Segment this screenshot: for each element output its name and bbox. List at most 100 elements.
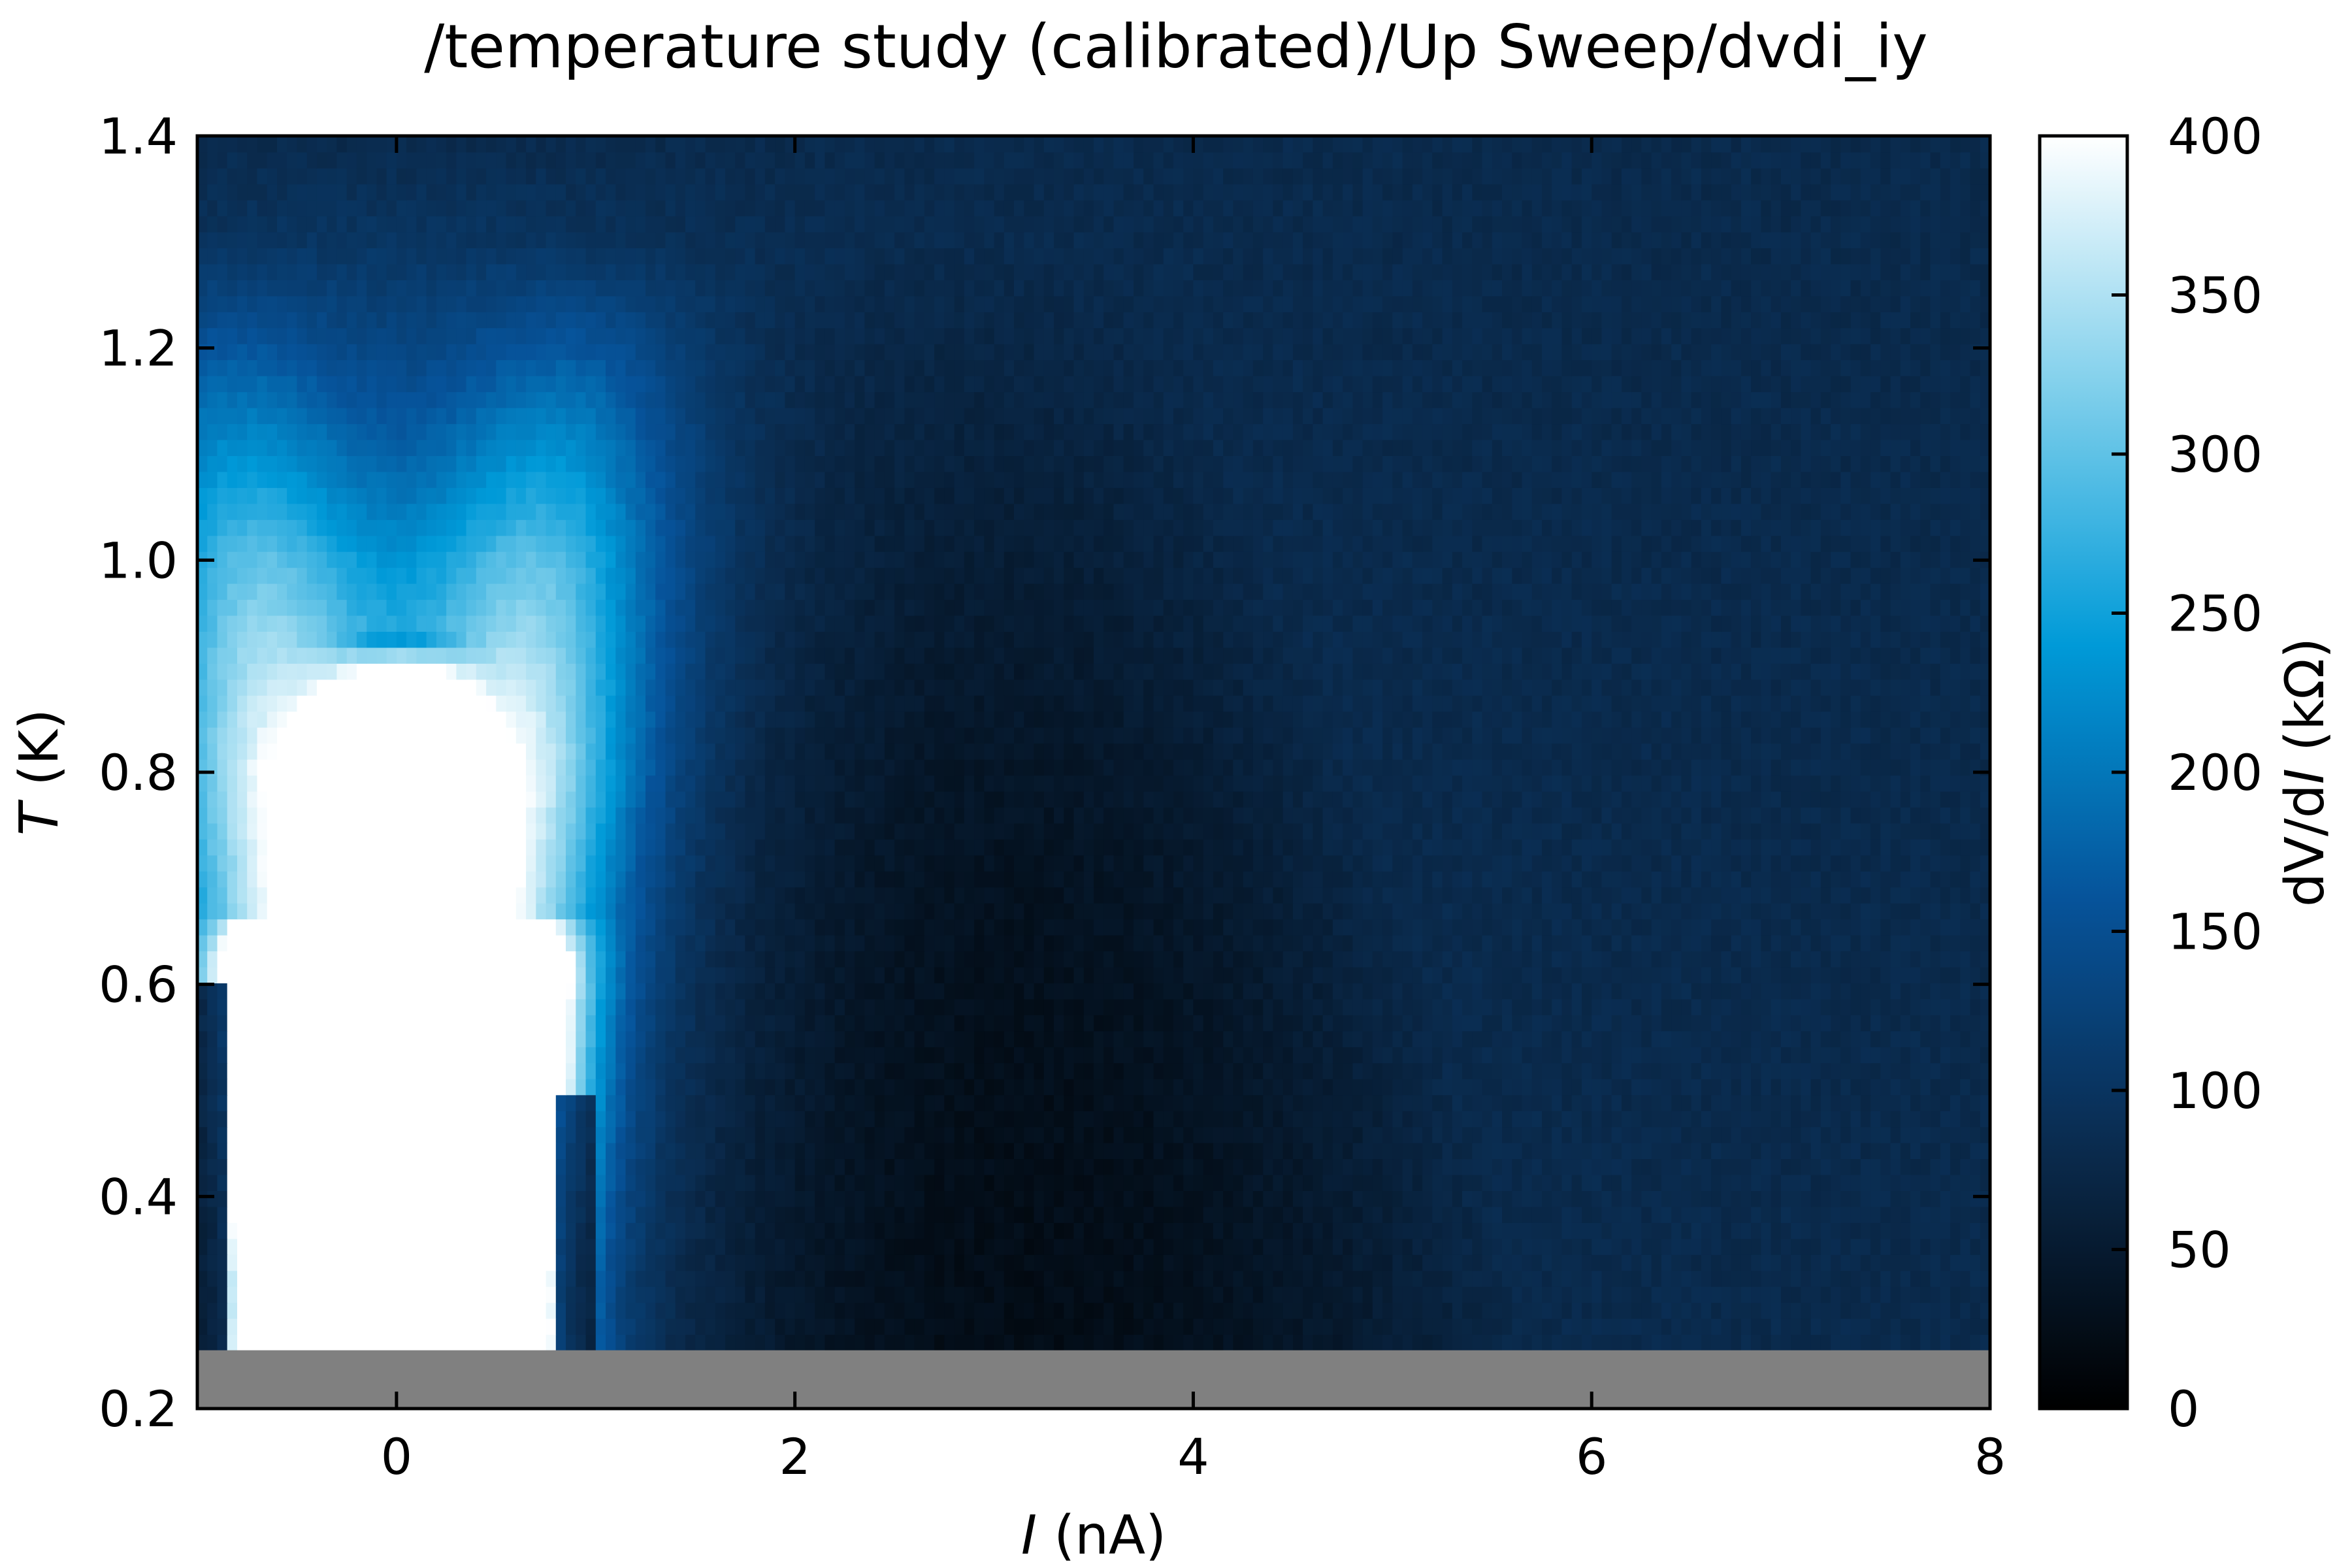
heatmap-cell — [606, 1110, 616, 1128]
heatmap-cell — [745, 998, 756, 1015]
heatmap-cell — [1113, 1222, 1124, 1239]
heatmap-cell — [1004, 1286, 1015, 1303]
heatmap-cell — [1352, 1334, 1364, 1351]
heatmap-cell — [1343, 951, 1354, 968]
heatmap-cell — [1303, 1142, 1314, 1160]
heatmap-cell — [576, 998, 587, 1015]
heatmap-cell — [1910, 951, 1921, 968]
heatmap-cell — [1910, 1015, 1921, 1032]
heatmap-cell — [555, 1030, 566, 1047]
heatmap-cell — [1780, 1190, 1791, 1207]
heatmap-cell — [1343, 1222, 1354, 1239]
heatmap-cell — [526, 1238, 537, 1255]
heatmap-cell — [1094, 919, 1104, 936]
heatmap-cell — [1203, 1334, 1214, 1351]
heatmap-cell — [1004, 1174, 1015, 1191]
heatmap-cell — [1920, 1047, 1931, 1064]
heatmap-cell — [546, 983, 557, 1000]
heatmap-cell — [874, 1110, 885, 1128]
heatmap-cell — [346, 934, 357, 952]
heatmap-cell — [1631, 1158, 1642, 1175]
heatmap-cell — [1153, 1302, 1164, 1319]
heatmap-cell — [1611, 1126, 1622, 1143]
heatmap-cell — [1831, 966, 1842, 984]
heatmap-cell — [1761, 1174, 1772, 1191]
heatmap-cell — [306, 1334, 318, 1351]
heatmap-cell — [914, 998, 925, 1015]
heatmap-cell — [546, 1047, 557, 1064]
heatmap-cell — [356, 966, 367, 984]
heatmap-cell — [794, 1015, 806, 1032]
heatmap-cell — [954, 1015, 965, 1032]
heatmap-cell — [555, 902, 566, 920]
heatmap-cell — [1313, 1126, 1324, 1143]
heatmap-cell — [1721, 1174, 1732, 1191]
heatmap-cell — [1073, 951, 1085, 968]
heatmap-cell — [1731, 1030, 1742, 1047]
heatmap-cell — [1910, 1334, 1921, 1351]
heatmap-cell — [1203, 1126, 1214, 1143]
heatmap-cell — [1691, 1254, 1702, 1271]
heatmap-cell — [476, 1047, 487, 1064]
heatmap-cell — [1313, 1254, 1324, 1271]
heatmap-cell — [1542, 1126, 1552, 1143]
heatmap-cell — [625, 1222, 636, 1239]
heatmap-cell — [1143, 1015, 1154, 1032]
heatmap-cell — [1362, 1047, 1373, 1064]
heatmap-cell — [1004, 983, 1015, 1000]
heatmap-cell — [1850, 1079, 1861, 1096]
heatmap-cell — [924, 1190, 935, 1207]
heatmap-cell — [1412, 1302, 1423, 1319]
heatmap-cell — [426, 1030, 437, 1047]
heatmap-cell — [1482, 1030, 1493, 1047]
heatmap-cell — [1531, 1079, 1543, 1096]
heatmap-cell — [1123, 1206, 1134, 1223]
heatmap-cell — [327, 1094, 338, 1111]
heatmap-cell — [1034, 1222, 1045, 1239]
heatmap-cell — [257, 1334, 268, 1351]
heatmap-cell — [1043, 1047, 1054, 1064]
heatmap-cell — [1243, 1094, 1254, 1111]
heatmap-cell — [1492, 1334, 1503, 1351]
heatmap-cell — [237, 1286, 248, 1303]
heatmap-cell — [1850, 1270, 1861, 1287]
heatmap-cell — [645, 1047, 656, 1064]
heatmap-cell — [1860, 1062, 1871, 1079]
heatmap-cell — [606, 1302, 616, 1319]
heatmap-cell — [1372, 1318, 1383, 1335]
heatmap-cell — [1292, 1270, 1303, 1287]
heatmap-cell — [1223, 1079, 1234, 1096]
heatmap-cell — [914, 1174, 925, 1191]
heatmap-cell — [775, 902, 786, 920]
heatmap-cell — [1263, 1158, 1274, 1175]
heatmap-cell — [645, 1334, 656, 1351]
heatmap-cell — [1223, 919, 1234, 936]
heatmap-cell — [1681, 998, 1692, 1015]
heatmap-cell — [1233, 1158, 1244, 1175]
heatmap-cell — [546, 1190, 557, 1207]
heatmap-cell — [515, 1222, 527, 1239]
heatmap-cell — [1313, 1094, 1324, 1111]
heatmap-cell — [1123, 998, 1134, 1015]
heatmap-cell — [1482, 1110, 1493, 1128]
heatmap-cell — [1382, 1158, 1394, 1175]
heatmap-cell — [1820, 1126, 1831, 1143]
heatmap-cell — [1094, 1286, 1104, 1303]
heatmap-cell — [994, 1318, 1005, 1335]
heatmap-cell — [1064, 1094, 1075, 1111]
heatmap-cell — [1950, 951, 1961, 968]
heatmap-cell — [1183, 1190, 1194, 1207]
heatmap-cell — [1103, 934, 1115, 952]
heatmap-cell — [1004, 951, 1015, 968]
heatmap-cell — [1691, 983, 1702, 1000]
heatmap-cell — [904, 1302, 915, 1319]
heatmap-cell — [406, 1110, 417, 1128]
heatmap-cell — [1860, 983, 1871, 1000]
heatmap-cell — [1153, 902, 1164, 920]
heatmap-cell — [1571, 1015, 1582, 1032]
heatmap-cell — [416, 983, 427, 1000]
heatmap-cell — [705, 1079, 716, 1096]
heatmap-cell — [496, 1142, 507, 1160]
heatmap-cell — [1671, 1079, 1682, 1096]
heatmap-cell — [316, 1158, 327, 1175]
